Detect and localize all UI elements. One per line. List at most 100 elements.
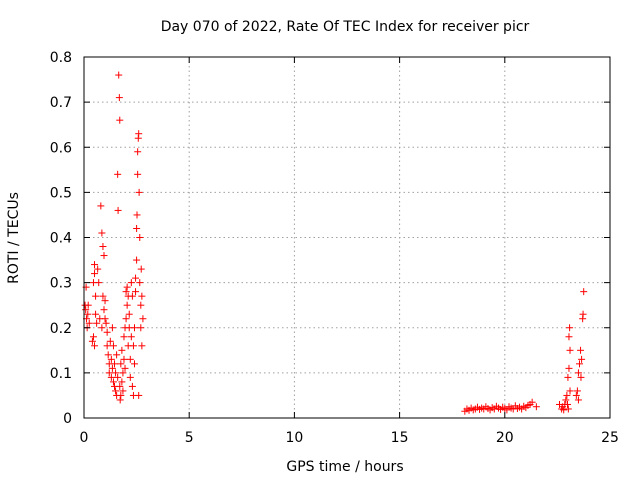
data-point [107, 355, 115, 363]
data-point [114, 373, 122, 381]
data-point [109, 342, 117, 350]
data-point [564, 405, 572, 413]
y-tick-label: 0.4 [50, 231, 72, 247]
data-point [116, 382, 124, 390]
data-point [130, 360, 138, 368]
data-point [566, 346, 574, 354]
x-tick-label: 5 [185, 430, 194, 446]
data-point [114, 206, 122, 214]
data-point [123, 283, 131, 291]
grid-lines [84, 57, 610, 418]
data-point [566, 324, 574, 332]
data-point [127, 333, 135, 341]
data-point [107, 373, 115, 381]
data-point [563, 391, 571, 399]
data-point [117, 391, 125, 399]
data-point [109, 378, 117, 386]
data-point [562, 396, 570, 404]
data-point [114, 170, 122, 178]
data-point [138, 342, 146, 350]
data-point [112, 387, 120, 395]
data-point [137, 265, 145, 273]
data-point [133, 224, 141, 232]
data-point [138, 292, 146, 300]
data-point [574, 369, 582, 377]
data-point [82, 306, 90, 314]
y-tick-label: 0.3 [50, 276, 72, 292]
data-point [113, 351, 121, 359]
y-axis: 0 0.1 0.2 0.3 0.4 0.5 0.6 0.7 0.8 [50, 50, 610, 427]
data-point [572, 391, 580, 399]
data-point [115, 94, 123, 102]
data-point [134, 148, 142, 156]
data-point [84, 301, 92, 309]
data-point [119, 369, 127, 377]
data-point [92, 310, 100, 318]
data-point [566, 387, 574, 395]
data-point [95, 279, 103, 287]
x-axis-label: GPS time / hours [286, 459, 403, 475]
data-point [117, 360, 125, 368]
plot-frame [83, 56, 611, 419]
data-point [115, 71, 123, 79]
data-point [126, 355, 134, 363]
data-point [135, 130, 143, 138]
data-point [580, 288, 588, 296]
data-point [103, 342, 111, 350]
data-point [116, 396, 124, 404]
data-point [578, 355, 586, 363]
data-point [100, 306, 108, 314]
data-point [93, 319, 101, 327]
x-tick-label: 0 [80, 430, 89, 446]
data-point [139, 315, 147, 323]
y-tick-label: 0.7 [50, 95, 72, 111]
data-point [575, 360, 583, 368]
y-tick-label: 0.1 [50, 366, 72, 382]
data-point [99, 292, 107, 300]
data-point [560, 406, 568, 414]
data-point [118, 346, 126, 354]
data-point [122, 315, 130, 323]
data-point [91, 261, 99, 269]
data-point [563, 400, 571, 408]
data-point [105, 369, 113, 377]
data-point [108, 324, 116, 332]
data-point [129, 342, 137, 350]
data-point [119, 387, 127, 395]
data-point [98, 229, 106, 237]
y-tick-label: 0.6 [50, 140, 72, 156]
data-point [134, 170, 142, 178]
y-tick-label: 0 [63, 411, 72, 427]
data-point [101, 297, 109, 305]
data-point [99, 243, 107, 251]
data-point [565, 364, 573, 372]
x-tick-label: 15 [391, 430, 409, 446]
data-points [81, 71, 588, 415]
x-tick-label: 10 [285, 430, 303, 446]
data-point [136, 234, 144, 241]
y-tick-label: 0.2 [50, 321, 72, 337]
data-point [120, 333, 128, 341]
data-point [122, 288, 130, 296]
data-point [136, 279, 144, 287]
x-axis: 0 5 10 15 20 25 [80, 57, 619, 446]
data-point [130, 324, 138, 332]
data-point [100, 252, 108, 260]
data-point [118, 378, 126, 386]
data-point [102, 319, 110, 327]
data-point [97, 202, 105, 210]
data-point [85, 319, 93, 327]
data-point [89, 333, 97, 341]
data-point [133, 211, 141, 219]
x-tick-label: 20 [496, 430, 514, 446]
data-point [577, 373, 585, 381]
data-point [104, 351, 112, 359]
data-point [103, 328, 111, 336]
data-point [135, 391, 143, 399]
data-point [532, 403, 540, 411]
data-point [133, 256, 141, 264]
data-point [137, 301, 145, 309]
data-point [579, 310, 587, 318]
x-tick-label: 25 [601, 430, 619, 446]
y-tick-label: 0.5 [50, 185, 72, 201]
